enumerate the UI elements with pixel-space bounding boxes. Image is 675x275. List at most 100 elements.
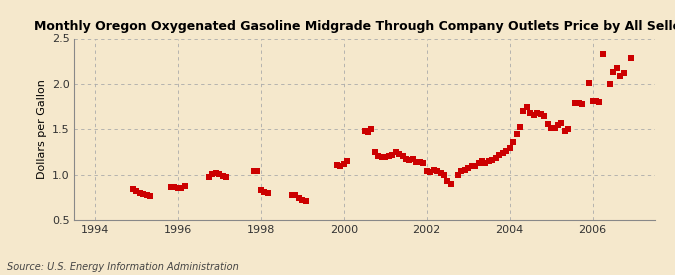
Point bbox=[342, 159, 352, 164]
Point bbox=[404, 158, 415, 162]
Point bbox=[131, 189, 142, 193]
Point bbox=[169, 185, 180, 189]
Point bbox=[290, 193, 301, 198]
Point bbox=[380, 155, 391, 159]
Point bbox=[477, 159, 487, 164]
Point bbox=[491, 156, 502, 161]
Point bbox=[263, 191, 273, 195]
Point bbox=[577, 102, 588, 106]
Point bbox=[287, 192, 298, 197]
Y-axis label: Dollars per Gallon: Dollars per Gallon bbox=[38, 79, 47, 179]
Point bbox=[508, 140, 518, 144]
Point bbox=[211, 170, 221, 175]
Point bbox=[217, 173, 228, 178]
Point bbox=[259, 190, 270, 194]
Point bbox=[248, 169, 259, 173]
Point bbox=[560, 129, 570, 133]
Point bbox=[442, 179, 453, 183]
Point bbox=[573, 101, 584, 106]
Point bbox=[532, 111, 543, 115]
Point bbox=[418, 161, 429, 165]
Point bbox=[207, 172, 218, 176]
Point bbox=[522, 105, 533, 110]
Point bbox=[587, 99, 598, 103]
Point bbox=[383, 154, 394, 158]
Point bbox=[369, 150, 380, 154]
Point bbox=[553, 123, 564, 127]
Point bbox=[466, 164, 477, 169]
Text: Source: U.S. Energy Information Administration: Source: U.S. Energy Information Administ… bbox=[7, 262, 238, 272]
Point bbox=[545, 126, 556, 130]
Point bbox=[473, 161, 484, 166]
Point bbox=[535, 112, 546, 117]
Point bbox=[359, 129, 370, 133]
Point bbox=[439, 172, 450, 177]
Point bbox=[138, 192, 148, 196]
Point bbox=[408, 157, 418, 161]
Point bbox=[390, 150, 401, 154]
Point bbox=[584, 81, 595, 86]
Point bbox=[173, 186, 184, 190]
Point bbox=[604, 82, 615, 86]
Point bbox=[618, 71, 629, 75]
Point bbox=[335, 164, 346, 169]
Point bbox=[459, 167, 470, 172]
Point bbox=[255, 188, 266, 192]
Point bbox=[514, 124, 525, 129]
Point bbox=[145, 194, 156, 199]
Point bbox=[428, 168, 439, 172]
Point bbox=[456, 169, 466, 174]
Point bbox=[480, 161, 491, 165]
Point bbox=[504, 146, 515, 150]
Point bbox=[494, 153, 505, 157]
Point bbox=[608, 70, 619, 74]
Point bbox=[142, 193, 153, 198]
Point bbox=[128, 187, 138, 191]
Point bbox=[570, 101, 580, 105]
Point bbox=[529, 112, 539, 117]
Point bbox=[463, 166, 474, 170]
Point bbox=[362, 130, 373, 134]
Point bbox=[297, 198, 308, 202]
Point bbox=[411, 160, 422, 164]
Point bbox=[397, 154, 408, 159]
Point bbox=[556, 121, 567, 125]
Point bbox=[452, 172, 463, 177]
Point bbox=[294, 196, 304, 200]
Point bbox=[394, 152, 404, 156]
Point bbox=[414, 160, 425, 164]
Point bbox=[483, 159, 494, 164]
Point bbox=[221, 175, 232, 180]
Point bbox=[387, 152, 398, 157]
Point bbox=[421, 169, 432, 173]
Point bbox=[373, 154, 383, 159]
Point bbox=[366, 127, 377, 131]
Point bbox=[497, 151, 508, 155]
Point bbox=[204, 175, 215, 179]
Point bbox=[518, 109, 529, 113]
Title: Monthly Oregon Oxygenated Gasoline Midgrade Through Company Outlets Price by All: Monthly Oregon Oxygenated Gasoline Midgr… bbox=[34, 20, 675, 33]
Point bbox=[615, 73, 626, 78]
Point bbox=[487, 158, 497, 162]
Point bbox=[539, 114, 549, 118]
Point bbox=[594, 100, 605, 104]
Point bbox=[377, 155, 387, 160]
Point bbox=[563, 127, 574, 131]
Point bbox=[331, 163, 342, 167]
Point bbox=[300, 199, 311, 203]
Point bbox=[597, 52, 608, 56]
Point bbox=[180, 184, 190, 189]
Point bbox=[501, 149, 512, 154]
Point bbox=[612, 66, 622, 70]
Point bbox=[435, 171, 446, 175]
Point bbox=[400, 156, 411, 161]
Point bbox=[542, 122, 553, 127]
Point bbox=[591, 99, 601, 103]
Point bbox=[549, 126, 560, 131]
Point bbox=[214, 172, 225, 176]
Point bbox=[165, 185, 176, 189]
Point bbox=[176, 186, 187, 190]
Point bbox=[625, 56, 636, 60]
Point bbox=[511, 131, 522, 136]
Point bbox=[470, 163, 481, 168]
